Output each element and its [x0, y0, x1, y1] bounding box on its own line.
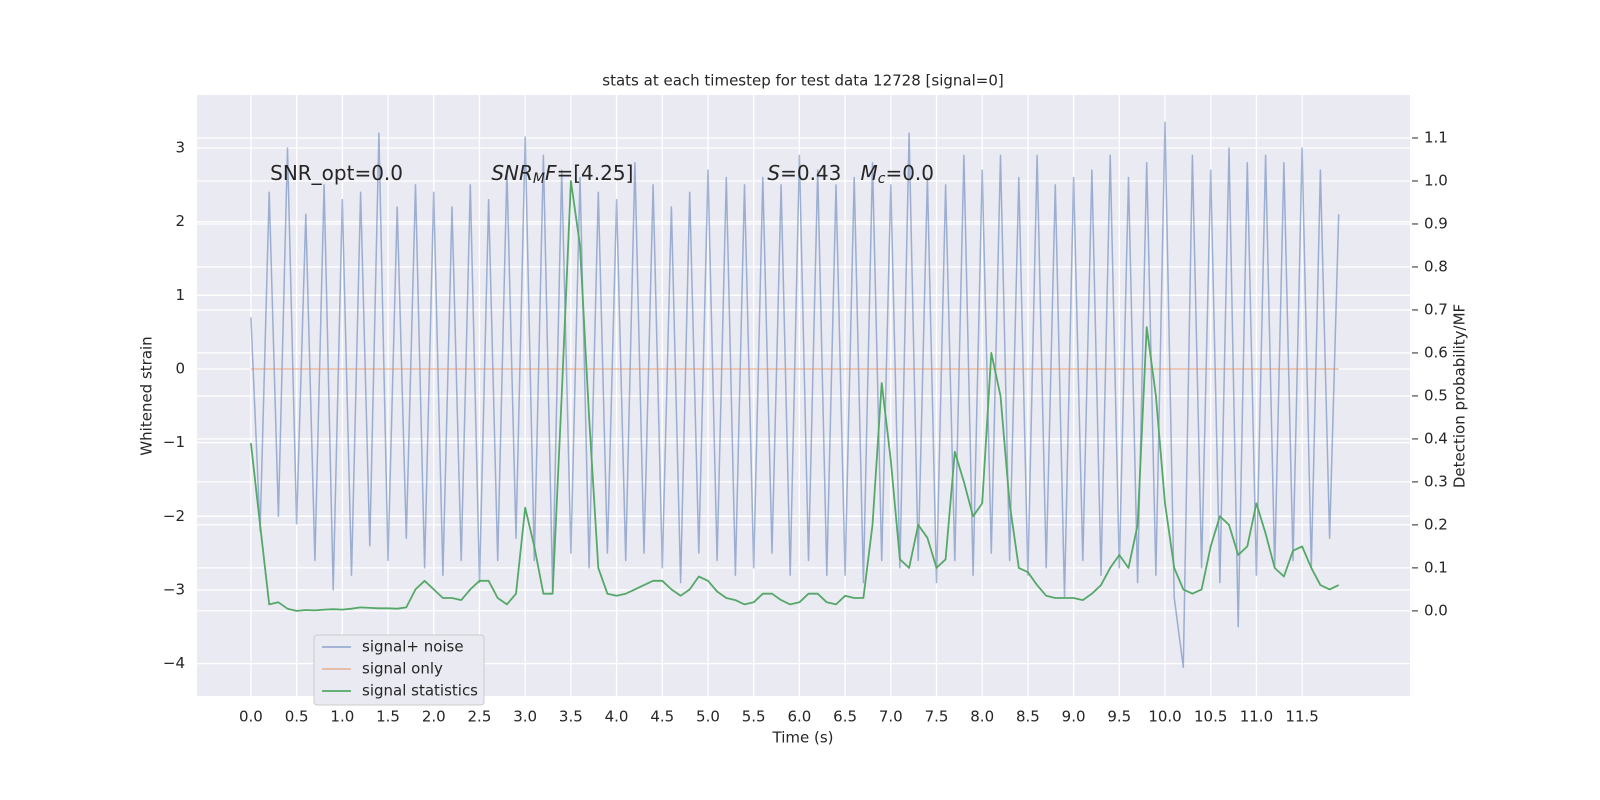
y2-tick-label: 1.0	[1424, 171, 1448, 189]
y2-tick-label: 0.5	[1424, 386, 1448, 404]
annotation-part: c	[878, 171, 886, 187]
y-tick-label: −3	[163, 580, 185, 598]
y-tick-label: 0	[175, 359, 185, 377]
x-tick-label: 10.0	[1148, 708, 1181, 726]
y2-tick-label: 1.1	[1424, 128, 1448, 146]
annotation: S=0.43 Mc=0.0	[767, 160, 934, 187]
chart-title: stats at each timestep for test data 127…	[602, 72, 1003, 90]
annotation-part: SNR	[491, 160, 533, 184]
annotation-part: M	[533, 171, 545, 187]
x-tick-label: 4.0	[605, 708, 629, 726]
legend-label: signal+ noise	[362, 638, 464, 656]
y2-tick-label: 0.9	[1424, 214, 1448, 232]
series-line	[250, 180, 1340, 612]
x-tick-label: 2.5	[468, 708, 492, 726]
series-line	[250, 121, 1340, 669]
x-tick-label: 11.0	[1240, 708, 1273, 726]
annotation-part: M	[860, 160, 877, 184]
y2-tick-label: 0.8	[1424, 257, 1448, 275]
x-tick-label: 7.5	[925, 708, 949, 726]
annotation: SNR_opt=0.0	[270, 160, 403, 184]
x-tick-label: 0.0	[239, 708, 263, 726]
x-tick-label: 11.5	[1285, 708, 1318, 726]
legend-label: signal only	[362, 660, 443, 678]
x-tick-label: 1.5	[376, 708, 400, 726]
x-tick-label: 10.5	[1194, 708, 1227, 726]
x-tick-label: 5.5	[742, 708, 766, 726]
x-tick-label: 1.0	[330, 708, 354, 726]
y2-tick-label: 0.2	[1424, 515, 1448, 533]
annotation-part: SNR_opt=0.0	[270, 160, 403, 184]
annotation-part: =0.0	[885, 160, 934, 184]
x-tick-label: 7.0	[879, 708, 903, 726]
y-tick-label: 1	[175, 286, 185, 304]
x-tick-label: 5.0	[696, 708, 720, 726]
x-tick-label: 9.0	[1062, 708, 1086, 726]
annotation-part: =0.43	[780, 160, 860, 184]
x-axis-label: Time (s)	[772, 729, 834, 747]
x-tick-label: 6.5	[833, 708, 857, 726]
y2-tick-label: 0.0	[1424, 601, 1448, 619]
legend-label: signal statistics	[362, 682, 478, 700]
grid	[197, 95, 1410, 696]
legend-box	[313, 634, 485, 706]
annotation-part: =[4.25]	[557, 160, 634, 184]
x-tick-label: 6.0	[787, 708, 811, 726]
y2-axis-label: Detection probability/MF	[1451, 304, 1469, 488]
x-tick-label: 0.5	[285, 708, 309, 726]
x-tick-label: 3.5	[559, 708, 583, 726]
y2-tick-label: 0.6	[1424, 343, 1448, 361]
annotation-part: F	[545, 160, 557, 184]
y-tick-label: 3	[175, 139, 185, 157]
y-tick-label: 2	[175, 212, 185, 230]
x-tick-label: 4.5	[650, 708, 674, 726]
y-axis-label: Whitened strain	[138, 336, 156, 455]
y2-tick-label: 0.4	[1424, 429, 1448, 447]
y2-tick-label: 0.1	[1424, 558, 1448, 576]
y2-tick-label: 0.3	[1424, 472, 1448, 490]
y2-tick-label: 0.7	[1424, 300, 1448, 318]
x-tick-label: 8.0	[970, 708, 994, 726]
x-tick-label: 2.0	[422, 708, 446, 726]
annotation: SNRMF=[4.25]	[491, 160, 633, 187]
x-tick-label: 8.5	[1016, 708, 1040, 726]
y-tick-label: −4	[163, 654, 185, 672]
y-tick-label: −2	[163, 507, 185, 525]
y-tick-label: −1	[163, 433, 185, 451]
x-tick-label: 9.5	[1107, 708, 1131, 726]
annotation-part: S	[767, 160, 780, 184]
x-tick-label: 3.0	[513, 708, 537, 726]
